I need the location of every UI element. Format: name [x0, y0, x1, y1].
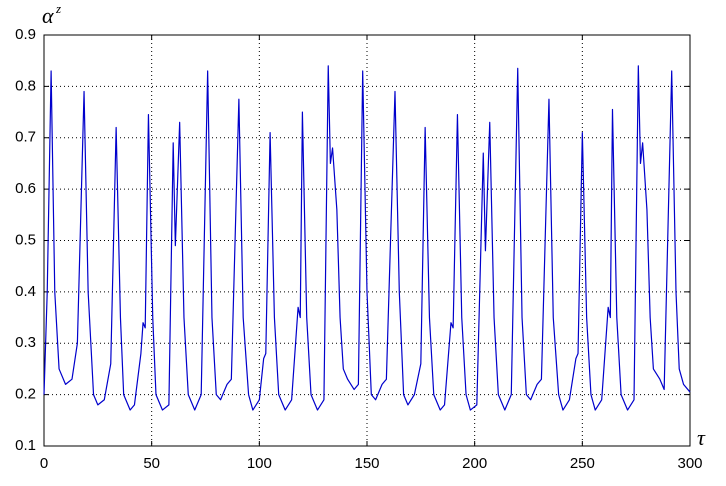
x-tick-label: 100 — [247, 455, 272, 472]
y-tick-label: 0.3 — [15, 334, 36, 351]
x-tick-label: 50 — [143, 455, 160, 472]
y-tick-label: 0.9 — [15, 26, 36, 43]
y-tick-label: 0.5 — [15, 231, 36, 248]
y-tick-label: 0.7 — [15, 129, 36, 146]
y-tick-label: 0.2 — [15, 386, 36, 403]
y-tick-label: 0.1 — [15, 437, 36, 454]
x-tick-label: 300 — [677, 455, 702, 472]
data-line — [43, 65, 691, 411]
x-axis-label: τ — [697, 425, 706, 450]
x-tick-label: 150 — [354, 455, 379, 472]
x-tick-label: 250 — [570, 455, 595, 472]
y-axis-label-sup: z — [55, 1, 61, 16]
y-axis-label: α — [42, 3, 54, 28]
y-tick-label: 0.8 — [15, 77, 36, 94]
y-tick-label: 0.4 — [15, 283, 36, 300]
y-tick-label: 0.6 — [15, 180, 36, 197]
x-tick-label: 200 — [462, 455, 487, 472]
x-tick-label: 0 — [40, 455, 48, 472]
